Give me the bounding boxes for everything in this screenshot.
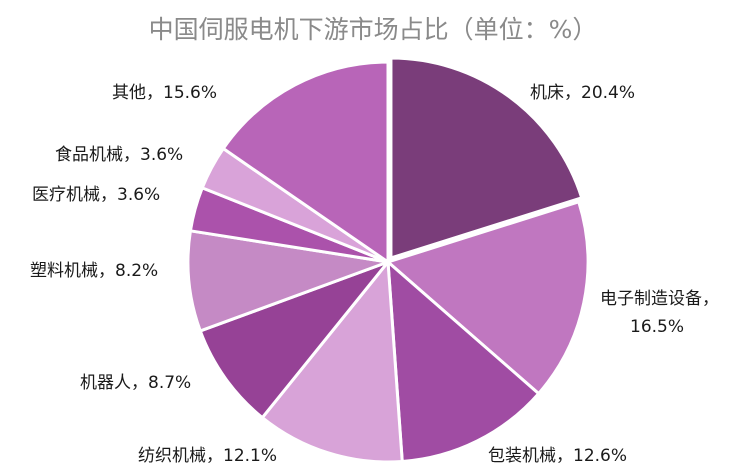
pie-slice-0: [389, 56, 584, 261]
slice-label-2: 包装机械，12.6%: [488, 446, 627, 466]
slice-label-7: 食品机械，3.6%: [55, 145, 183, 165]
pie-slice-5: [186, 229, 394, 333]
slice-label-6: 医疗机械，3.6%: [32, 185, 160, 205]
slice-label-0: 机床，20.4%: [530, 83, 635, 103]
pie-slice-8: [221, 60, 390, 265]
pie-slice-2: [386, 258, 541, 464]
pie-slice-4: [198, 258, 393, 420]
chart-title: 中国伺服电机下游市场占比（单位：%）: [149, 15, 598, 44]
slice-label-1: 电子制造设备， 16.5%: [600, 289, 719, 337]
pie-labels: 机床，20.4% 电子制造设备， 16.5% 包装机械，12.6% 纺织机械，12.1%…: [30, 83, 719, 466]
slice-label-4: 机器人，8.7%: [80, 373, 191, 393]
pie-slice-1: [385, 199, 590, 396]
pie-slices: [186, 56, 590, 464]
slice-label-3: 纺织机械，12.1%: [138, 446, 277, 466]
slice-label-8: 其他，15.6%: [112, 83, 217, 103]
slice-label-5: 塑料机械，8.2%: [30, 261, 158, 281]
pie-slice-3: [260, 258, 404, 464]
